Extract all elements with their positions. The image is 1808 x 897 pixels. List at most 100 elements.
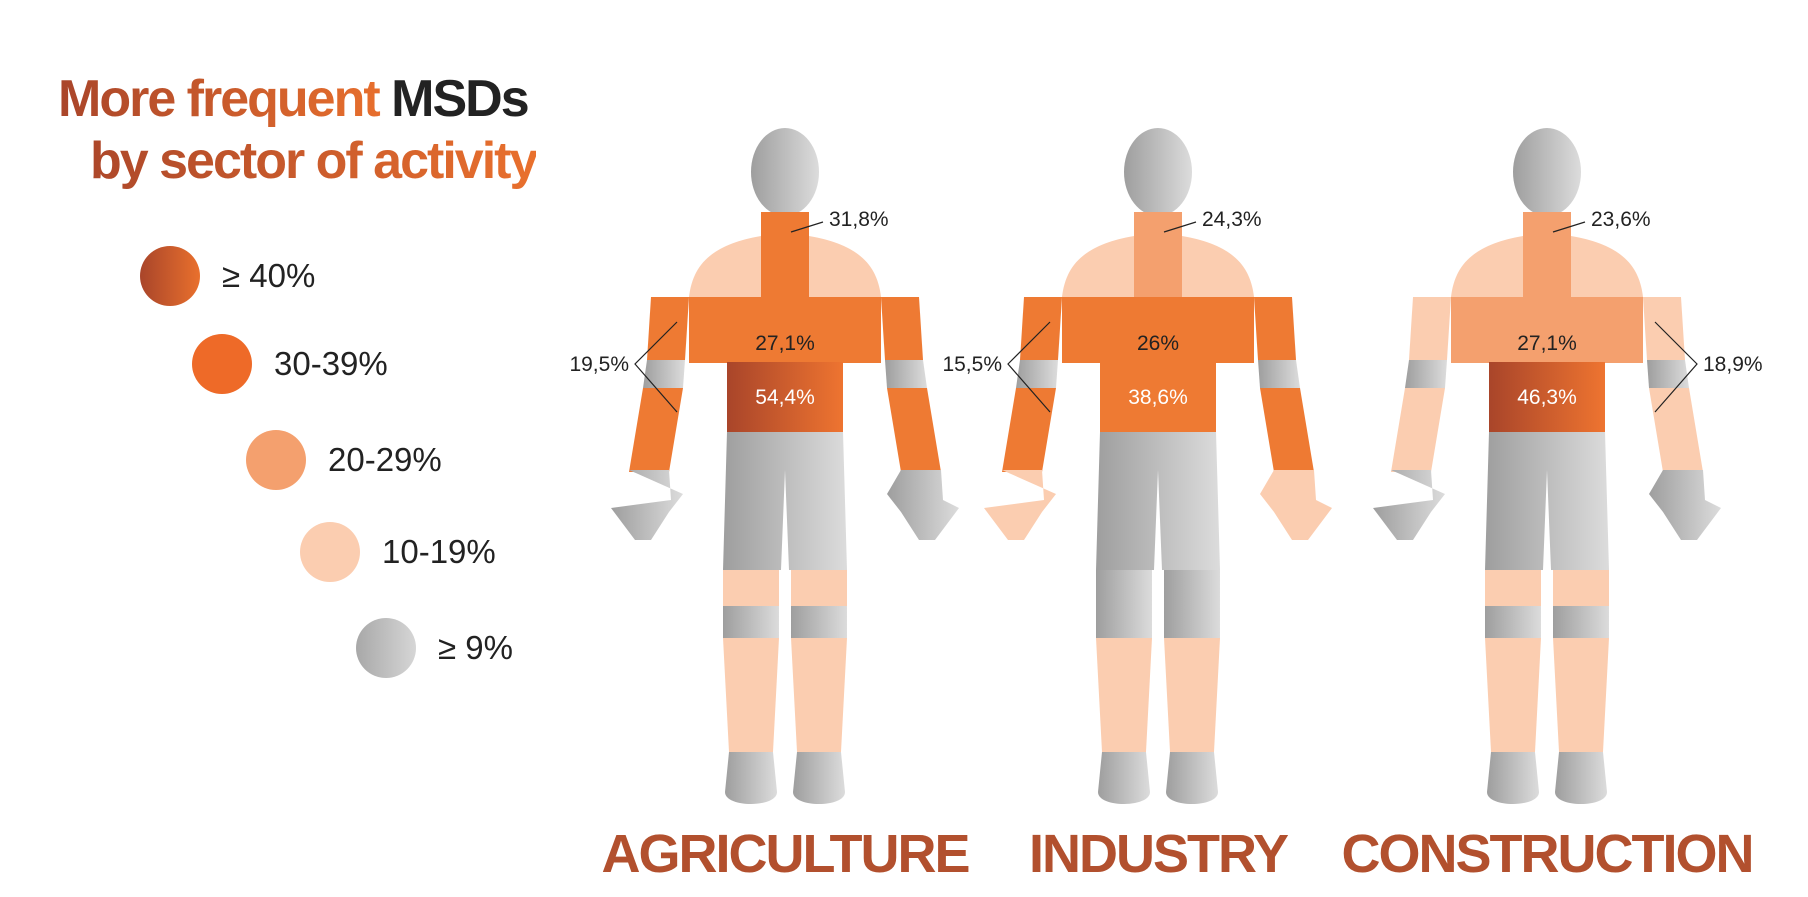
legend-swatch-20-29 xyxy=(246,430,306,490)
construction-upper-back-value: 27,1% xyxy=(1517,332,1577,355)
agriculture-foot xyxy=(725,752,777,804)
industry-lower-back-value: 38,6% xyxy=(1128,386,1188,409)
industry-forearm xyxy=(1002,388,1056,472)
construction-neck xyxy=(1523,236,1571,297)
agriculture-upper-arm xyxy=(881,297,923,360)
agriculture-elbow-value: 19,5% xyxy=(569,353,629,376)
construction-hips xyxy=(1485,432,1609,570)
agriculture-neck xyxy=(761,236,809,297)
industry-upper-arm xyxy=(1020,297,1062,360)
industry-upper-arm xyxy=(1254,297,1296,360)
legend-swatch-30-39 xyxy=(192,334,252,394)
legend-swatch-9 xyxy=(356,618,416,678)
construction-hand xyxy=(1373,470,1445,540)
legend-swatch-40 xyxy=(140,246,200,306)
title-line1-part1: More frequent xyxy=(58,70,392,128)
construction-knee xyxy=(1485,606,1541,638)
construction-hand xyxy=(1649,470,1721,540)
agriculture-forearm xyxy=(629,388,683,472)
industry-neck-leader xyxy=(1163,221,1197,233)
construction-thigh xyxy=(1485,570,1541,606)
construction-upper-arm xyxy=(1643,297,1685,360)
agriculture-elbow-leader xyxy=(634,321,678,413)
construction-shin xyxy=(1553,638,1609,752)
industry-hand xyxy=(984,470,1056,540)
agriculture-head xyxy=(751,128,819,216)
construction-neck-leader xyxy=(1552,221,1586,233)
agriculture-elbow xyxy=(643,360,685,388)
legend-label-30-39: 30-39% xyxy=(274,345,388,382)
construction-elbow-value: 18,9% xyxy=(1703,353,1763,376)
agriculture-thigh xyxy=(723,570,779,606)
construction-upper-arm xyxy=(1409,297,1451,360)
agriculture-hand xyxy=(611,470,683,540)
construction-head xyxy=(1513,128,1581,216)
agriculture-hand xyxy=(887,470,959,540)
construction-upper-back xyxy=(1451,297,1643,363)
agriculture-hips xyxy=(723,432,847,570)
legend-swatch-10-19 xyxy=(300,522,360,582)
agriculture-forearm xyxy=(887,388,941,472)
construction-thigh xyxy=(1553,570,1609,606)
industry-thigh xyxy=(1164,570,1220,606)
figure-agriculture: 31,8% 27,1% 54,4% 19,5% AGRICULTURE xyxy=(569,128,970,884)
construction-foot xyxy=(1487,752,1539,804)
construction-elbow xyxy=(1405,360,1447,388)
agriculture-upper-back xyxy=(689,297,881,363)
agriculture-lower-back-value: 54,4% xyxy=(755,386,815,409)
construction-neck-value: 23,6% xyxy=(1591,208,1651,231)
industry-foot xyxy=(1098,752,1150,804)
industry-elbow xyxy=(1258,360,1300,388)
industry-upper-back xyxy=(1062,297,1254,363)
construction-elbow xyxy=(1647,360,1689,388)
industry-upper-back-value: 26% xyxy=(1137,332,1179,355)
sector-label-construction: CONSTRUCTION xyxy=(1342,824,1753,884)
agriculture-neck-value: 31,8% xyxy=(829,208,889,231)
construction-lower-back-value: 46,3% xyxy=(1517,386,1577,409)
figure-industry: 24,3% 26% 38,6% 15,5% INDUSTRY xyxy=(942,128,1332,884)
title-line2: by sector of activity xyxy=(58,130,538,192)
sector-label-industry: INDUSTRY xyxy=(1029,824,1289,884)
agriculture-knee xyxy=(723,606,779,638)
legend-label-9: ≥ 9% xyxy=(438,629,513,666)
agriculture-lower-back xyxy=(727,362,843,432)
legend-label-10-19: 10-19% xyxy=(382,533,496,570)
construction-lower-back xyxy=(1489,362,1605,432)
figure-construction: 23,6% 27,1% 46,3% 18,9% CONSTRUCTION xyxy=(1342,128,1763,884)
construction-knee xyxy=(1553,606,1609,638)
legend-label-40: ≥ 40% xyxy=(222,257,316,294)
industry-knee xyxy=(1096,606,1152,638)
construction-forearm xyxy=(1391,388,1445,472)
construction-forearm xyxy=(1649,388,1703,472)
title-line1-part2: MSDs xyxy=(391,70,529,128)
industry-shin xyxy=(1164,638,1220,752)
industry-neck-value: 24,3% xyxy=(1202,208,1262,231)
agriculture-neck-leader xyxy=(790,221,824,233)
construction-shin xyxy=(1485,638,1541,752)
industry-elbow-value: 15,5% xyxy=(942,353,1002,376)
agriculture-knee xyxy=(791,606,847,638)
chart-title: More frequent MSDs by sector of activity xyxy=(58,68,538,192)
industry-lower-back xyxy=(1100,362,1216,432)
agriculture-thigh xyxy=(791,570,847,606)
agriculture-shin xyxy=(791,638,847,752)
industry-forearm xyxy=(1260,388,1314,472)
agriculture-upper-arm xyxy=(647,297,689,360)
agriculture-elbow xyxy=(885,360,927,388)
agriculture-upper-back-value: 27,1% xyxy=(755,332,815,355)
industry-head xyxy=(1124,128,1192,216)
industry-shin xyxy=(1096,638,1152,752)
agriculture-shin xyxy=(723,638,779,752)
industry-elbow xyxy=(1016,360,1058,388)
industry-elbow-leader xyxy=(1007,321,1051,413)
industry-knee xyxy=(1164,606,1220,638)
legend-label-20-29: 20-29% xyxy=(328,441,442,478)
industry-foot xyxy=(1166,752,1218,804)
industry-hand xyxy=(1260,470,1332,540)
sector-label-agriculture: AGRICULTURE xyxy=(602,824,969,884)
industry-hips xyxy=(1096,432,1220,570)
industry-thigh xyxy=(1096,570,1152,606)
construction-elbow-leader xyxy=(1654,321,1698,413)
construction-foot xyxy=(1555,752,1607,804)
